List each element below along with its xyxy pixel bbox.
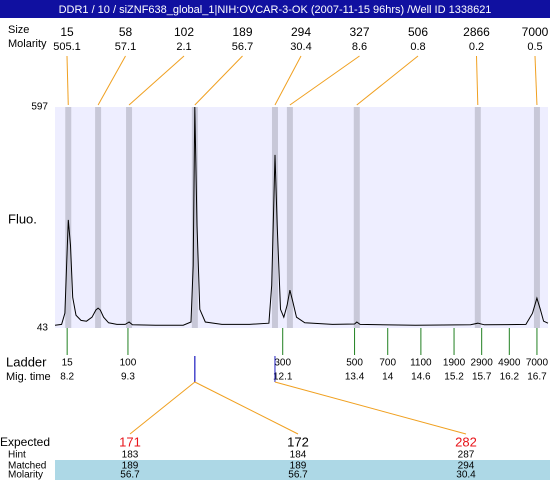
ladder-time: 16.7 <box>527 372 547 383</box>
peak-molarity: 30.4 <box>290 41 311 53</box>
ladder-time: 14 <box>382 372 394 383</box>
peak-molarity: 0.5 <box>527 41 542 53</box>
peak-connector <box>289 55 360 106</box>
peak-connector <box>97 55 126 106</box>
peak-connector <box>66 55 69 106</box>
ladder-size: 1900 <box>443 358 466 369</box>
peak-size: 294 <box>291 25 311 39</box>
peak-connector <box>194 55 243 106</box>
mig-time-header: Mig. time <box>6 371 51 383</box>
ladder-time: 15.7 <box>472 372 492 383</box>
peak-band <box>533 107 540 328</box>
ladder-size: 4900 <box>498 358 521 369</box>
y-tick-label: 597 <box>31 102 48 113</box>
peak-band <box>474 107 481 328</box>
peak-molarity: 56.7 <box>232 41 253 53</box>
peak-band <box>126 107 133 328</box>
peak-connector <box>476 55 479 106</box>
ladder-time: 12.1 <box>273 372 293 383</box>
ladder-size: 700 <box>379 358 396 369</box>
row-label: Molarity <box>8 470 43 480</box>
title-bar <box>0 0 550 18</box>
match-matched: 189 <box>122 461 139 472</box>
y-axis-label: Fluo. <box>8 211 37 226</box>
ladder-size: 1100 <box>410 358 432 369</box>
peak-size-header: Size <box>8 24 29 36</box>
peak-connector <box>356 55 419 106</box>
peak-band <box>286 107 293 328</box>
match-connector <box>129 381 196 435</box>
peak-size: 189 <box>232 25 252 39</box>
match-hint: 184 <box>290 450 307 461</box>
peak-molarity-header: Molarity <box>8 38 47 50</box>
trace <box>54 106 549 326</box>
match-molarity: 30.4 <box>456 470 476 480</box>
ladder-time: 8.2 <box>60 372 74 383</box>
peak-size: 506 <box>408 25 428 39</box>
ladder-time: 14.6 <box>411 372 431 383</box>
peak-size: 102 <box>174 25 194 39</box>
peak-molarity: 0.2 <box>469 41 484 53</box>
match-connector <box>274 381 467 435</box>
row-label: Hint <box>8 450 26 461</box>
peak-band <box>353 107 360 328</box>
peak-connector <box>274 55 302 106</box>
peak-size: 327 <box>349 25 369 39</box>
match-hint: 183 <box>122 450 139 461</box>
ladder-size: 300 <box>274 358 291 369</box>
peak-molarity: 2.1 <box>176 41 191 53</box>
peak-molarity: 57.1 <box>115 41 136 53</box>
ladder-header: Ladder <box>6 354 47 369</box>
peak-connector <box>128 55 185 106</box>
peak-molarity: 0.8 <box>410 41 425 53</box>
ladder-time: 16.2 <box>500 372 520 383</box>
peak-size: 7000 <box>522 25 549 39</box>
ladder-size: 2900 <box>471 358 494 369</box>
match-connector <box>194 381 299 435</box>
peak-band <box>65 107 72 328</box>
ladder-size: 500 <box>346 358 363 369</box>
match-molarity: 56.7 <box>288 470 308 480</box>
peak-size: 58 <box>119 25 133 39</box>
peak-band <box>271 107 278 328</box>
row-label: Expected <box>0 435 50 449</box>
match-expected: 282 <box>455 434 477 449</box>
ladder-size: 7000 <box>526 358 549 369</box>
peak-band <box>191 107 198 328</box>
row-label: Matched <box>8 461 46 472</box>
peak-molarity: 505.1 <box>53 41 81 53</box>
match-matched: 189 <box>290 461 307 472</box>
ladder-time: 9.3 <box>121 372 135 383</box>
ladder-time: 15.2 <box>444 372 464 383</box>
match-molarity: 56.7 <box>120 470 140 480</box>
plot-area <box>55 107 548 328</box>
ladder-size: 100 <box>120 358 137 369</box>
peak-size: 15 <box>60 25 74 39</box>
y-tick-label: 43 <box>37 323 49 334</box>
match-expected: 172 <box>287 434 309 449</box>
peak-size: 2866 <box>463 25 490 39</box>
match-hint: 287 <box>458 450 475 461</box>
title: DDR1 / 10 / siZNF638_global_1|NIH:OVCAR-… <box>59 4 492 16</box>
peak-connector <box>534 55 538 106</box>
peak-band <box>95 107 102 328</box>
peak-molarity: 8.6 <box>352 41 367 53</box>
ladder-time: 13.4 <box>345 372 365 383</box>
matched-band <box>55 460 550 480</box>
ladder-size: 15 <box>62 358 74 369</box>
match-matched: 294 <box>458 461 475 472</box>
match-expected: 171 <box>119 434 141 449</box>
